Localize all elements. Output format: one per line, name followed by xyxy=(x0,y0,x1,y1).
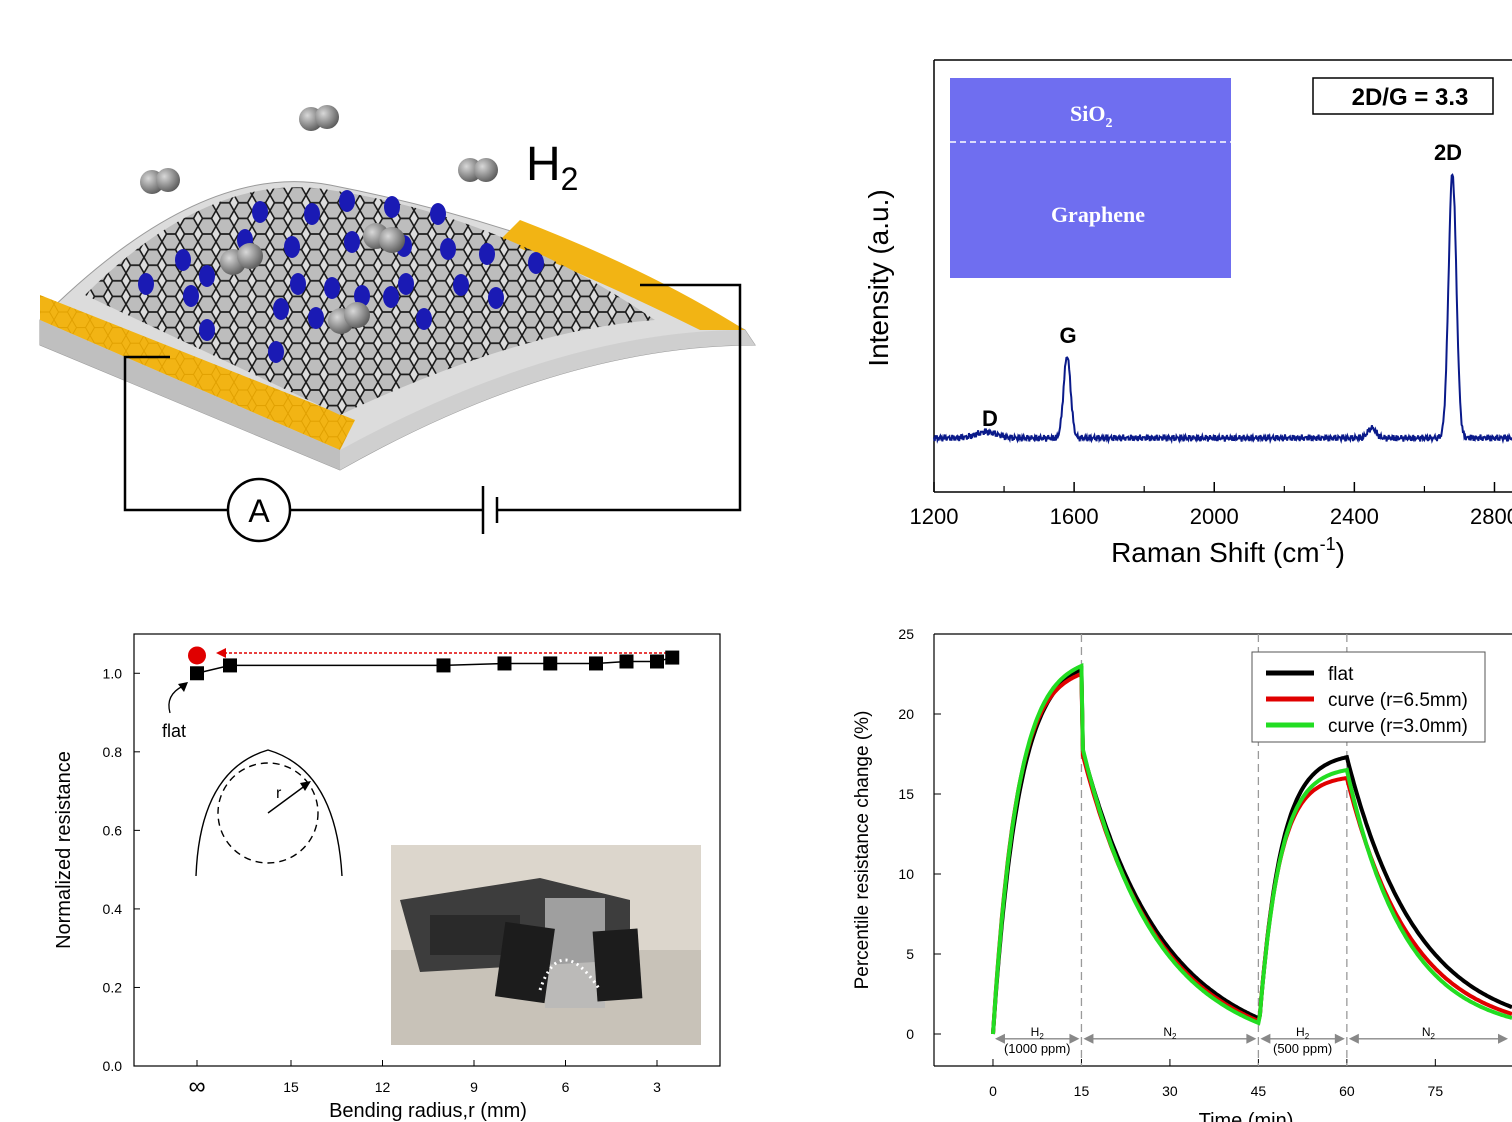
response-x-ticks: 0 15 30 45 60 75 xyxy=(989,1059,1443,1099)
phase-gas-1: N2 xyxy=(1163,1025,1177,1041)
bending-point-2 xyxy=(436,658,451,673)
radius-label: r xyxy=(276,785,282,802)
bending-xtick-4: 6 xyxy=(562,1079,570,1095)
raman-xtick-2: 2000 xyxy=(1190,504,1239,529)
raman-xtick-4: 2800 xyxy=(1470,504,1512,529)
raman-x-ticks: 1200 1600 2000 2400 2800 xyxy=(910,482,1512,529)
peak-label-g: G xyxy=(1059,323,1076,348)
raman-chart: SiO2 Graphene 2D/G = 3.3 1200 1600 2000 240… xyxy=(863,59,1512,568)
inset-top-label: SiO2 xyxy=(1070,101,1112,131)
bending-ytick-4: 0.8 xyxy=(103,744,123,760)
response-ytick-2: 10 xyxy=(898,866,914,882)
bending-xtick-1: 15 xyxy=(283,1079,299,1095)
bending-xtick-3: 9 xyxy=(470,1079,478,1095)
bending-point-0 xyxy=(190,666,204,681)
bending-point-1 xyxy=(223,658,237,673)
raman-ylabel: Intensity (a.u.) xyxy=(863,189,894,366)
raman-xtick-1: 1600 xyxy=(1050,504,1099,529)
raman-xlabel: Raman Shift (cm-1) xyxy=(1111,534,1345,568)
response-xtick-4: 60 xyxy=(1339,1083,1355,1099)
response-series xyxy=(991,662,1512,1035)
bending-ytick-3: 0.6 xyxy=(103,822,123,838)
response-ytick-3: 15 xyxy=(898,786,914,802)
graphene-lattice xyxy=(85,187,655,415)
bending-ylabel: Normalized resistance xyxy=(53,751,75,949)
return-point xyxy=(188,646,206,665)
inset-bottom-label: Graphene xyxy=(1051,202,1145,227)
bending-radius-diagram xyxy=(195,749,343,877)
peak-label-2d: 2D xyxy=(1434,140,1462,165)
response-xtick-2: 30 xyxy=(1162,1083,1178,1099)
sensor-schematic: H2 A xyxy=(39,105,756,543)
bending-ytick-1: 0.2 xyxy=(103,979,123,995)
bending-ytick-5: 1.0 xyxy=(103,665,123,681)
circuit-wires xyxy=(123,283,742,534)
response-xtick-1: 15 xyxy=(1074,1083,1090,1099)
gas-label: H2 xyxy=(526,138,578,197)
phase-gas-3: N2 xyxy=(1422,1025,1436,1041)
response-ytick-1: 5 xyxy=(906,946,914,962)
bending-xtick-2: 12 xyxy=(375,1079,391,1095)
bending-x-ticks: ∞ 15 12 9 6 3 xyxy=(188,1060,661,1100)
bending-setup-photo xyxy=(391,845,701,1045)
right-electrode xyxy=(500,220,745,330)
legend-flat: flat xyxy=(1328,664,1354,685)
response-xtick-0: 0 xyxy=(989,1083,997,1099)
response-legend: flat curve (r=6.5mm) curve (r=3.0mm) xyxy=(1251,651,1486,743)
bending-point-7 xyxy=(650,654,664,669)
phase-annotations: H2(1000 ppm)N2 H2(500 ppm)N2 xyxy=(994,1025,1508,1056)
response-xtick-3: 45 xyxy=(1251,1083,1267,1099)
bending-point-8 xyxy=(665,650,680,665)
ammeter xyxy=(226,477,292,543)
phase-conc-2: (500 ppm) xyxy=(1273,1041,1332,1056)
bending-points xyxy=(190,650,680,681)
response-ytick-0: 0 xyxy=(906,1026,914,1042)
series-line-2 xyxy=(991,662,1512,1035)
raman-xtick-0: 1200 xyxy=(910,504,959,529)
response-ylabel: Percentile resistance change (%) xyxy=(852,711,873,990)
bending-xlabel: Bending radius,r (mm) xyxy=(329,1100,527,1122)
flat-annotation: flat xyxy=(162,721,186,741)
legend-curve-65: curve (r=6.5mm) xyxy=(1328,690,1468,711)
bending-chart: 0.0 0.2 0.4 0.6 0.8 1.0 ∞ 15 12 9 6 3 Normalized r… xyxy=(53,633,721,1122)
bending-point-3 xyxy=(497,656,512,671)
raman-xtick-3: 2400 xyxy=(1330,504,1379,529)
response-xtick-5: 75 xyxy=(1428,1083,1444,1099)
left-electrode xyxy=(40,295,355,450)
peak-label-d: D xyxy=(982,406,998,431)
bending-ytick-0: 0.0 xyxy=(103,1058,123,1074)
bending-point-6 xyxy=(619,654,634,669)
bending-xtick-5: 3 xyxy=(653,1079,661,1095)
bending-xtick-0: ∞ xyxy=(188,1073,205,1100)
h2-molecules xyxy=(140,105,498,334)
response-ytick-5: 25 xyxy=(898,626,914,642)
ratio-label: 2D/G = 3.3 xyxy=(1352,84,1469,111)
bending-y-ticks: 0.0 0.2 0.4 0.6 0.8 1.0 xyxy=(103,665,140,1074)
phase-gas-0: H2 xyxy=(1031,1025,1045,1041)
response-y-ticks: 0 5 10 15 20 25 xyxy=(898,626,941,1042)
ammeter-label: A xyxy=(248,493,270,529)
legend-curve-30: curve (r=3.0mm) xyxy=(1328,716,1468,737)
phase-gas-2: H2 xyxy=(1296,1025,1310,1041)
response-xlabel: Time (min) xyxy=(1199,1110,1294,1122)
phase-conc-0: (1000 ppm) xyxy=(1004,1041,1070,1056)
catalyst-dots xyxy=(138,190,544,363)
bending-ytick-2: 0.4 xyxy=(103,901,123,917)
response-ytick-4: 20 xyxy=(898,706,914,722)
raman-spectrum-line xyxy=(933,173,1512,445)
bending-point-5 xyxy=(589,656,603,671)
bending-point-4 xyxy=(543,656,558,671)
raman-inset-photo xyxy=(950,78,1231,278)
ratio-box xyxy=(1312,77,1494,115)
